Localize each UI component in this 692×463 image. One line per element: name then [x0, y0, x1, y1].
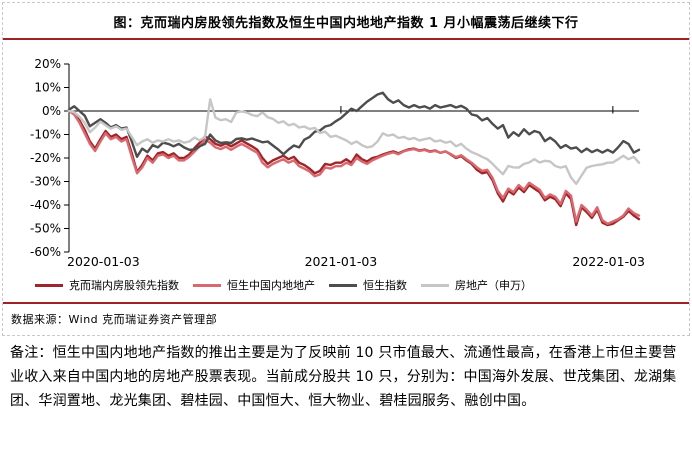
legend-line-swatch	[35, 283, 63, 287]
series-line-3	[67, 91, 641, 159]
y-tick-label: 0%	[42, 104, 61, 118]
line-chart: 20% 10% 0% -10% -20% -30% -40% -50% -60% 2020-01-…	[30, 57, 645, 269]
chart-area: 20% 10% 0% -10% -20% -30% -40% -50% -60% 2020-01-…	[3, 40, 689, 270]
series-line-4	[67, 98, 641, 186]
data-source: 数据来源：Wind 克而瑞证券资产管理部	[11, 313, 218, 326]
y-tick-label: -20%	[30, 151, 61, 165]
legend-line-swatch	[329, 283, 357, 287]
legend-item-1: 克而瑞内房股领先指数	[35, 277, 179, 293]
y-tick-label: -50%	[30, 222, 61, 236]
y-tick-label: 10%	[34, 81, 61, 95]
legend: 克而瑞内房股领先指数 恒生中国内地地产 恒生指数 房地产（申万）	[35, 274, 689, 296]
x-tick-label: 2022-01-03	[572, 254, 645, 269]
legend-item-4: 房地产（申万）	[421, 277, 532, 293]
legend-line-swatch	[421, 283, 449, 287]
figure-panel: 图：克而瑞内房股领先指数及恒生中国内地地产指数 1 月小幅震荡后继续下行 20%…	[2, 2, 690, 336]
y-tick-label: 20%	[34, 57, 61, 71]
x-tick-label: 2020-01-03	[67, 254, 140, 269]
figure-title: 图：克而瑞内房股领先指数及恒生中国内地地产指数 1 月小幅震荡后继续下行	[113, 16, 579, 31]
title-divider	[3, 38, 689, 40]
y-tick-label: -10%	[30, 128, 61, 142]
legend-line-swatch	[193, 283, 221, 287]
series-line-2	[67, 109, 641, 226]
y-tick-label: -60%	[30, 245, 61, 259]
legend-label: 房地产（申万）	[455, 279, 532, 292]
y-tick-label: -30%	[30, 175, 61, 189]
y-tick-label: -40%	[30, 198, 61, 212]
legend-label: 恒生指数	[363, 279, 407, 292]
figure-note: 备注：恒生中国内地地产指数的推出主要是为了反映前 10 只市值最大、流通性最高，…	[10, 345, 677, 410]
legend-item-2: 恒生中国内地地产	[193, 277, 315, 293]
legend-label: 恒生中国内地地产	[227, 279, 315, 292]
series-line-1	[67, 109, 641, 227]
source-divider	[3, 302, 689, 304]
x-tick-label: 2021-01-03	[305, 254, 378, 269]
legend-label: 克而瑞内房股领先指数	[69, 279, 179, 292]
legend-item-3: 恒生指数	[329, 277, 407, 293]
